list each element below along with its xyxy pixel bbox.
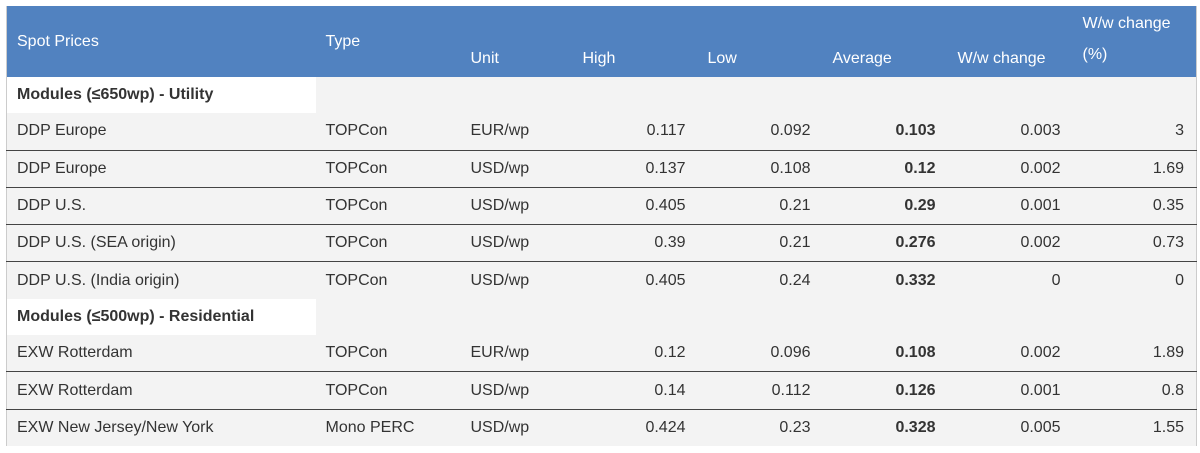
cell: 0.002 bbox=[947, 149, 1073, 188]
cell: 0.14 bbox=[572, 371, 698, 410]
data-row: DDP U.S. (SEA origin) TOPCon USD/wp 0.39 0.2… bbox=[6, 224, 1197, 262]
data-row: EXW Rotterdam TOPCon EUR/wp 0.12 0.096 0.108 0… bbox=[6, 335, 1197, 372]
cell: 0.424 bbox=[572, 408, 698, 446]
cell: 0.126 bbox=[822, 371, 948, 410]
column-header: Unit bbox=[460, 6, 573, 77]
data-row: DDP U.S. (India origin) TOPCon USD/wp 0.405… bbox=[6, 261, 1197, 299]
cell: 0.096 bbox=[697, 335, 823, 372]
cell: 0.137 bbox=[572, 149, 698, 188]
cell: 0.092 bbox=[697, 113, 823, 151]
cell: EXW Rotterdam bbox=[6, 371, 316, 410]
cell: DDP U.S. (India origin) bbox=[6, 261, 316, 299]
column-header: Average bbox=[822, 6, 948, 77]
cell: 0.332 bbox=[822, 261, 948, 299]
cell: USD/wp bbox=[460, 408, 573, 446]
data-row: DDP U.S. TOPCon USD/wp 0.405 0.21 0.29 0.001 0.… bbox=[6, 186, 1197, 225]
section-row: Modules (≤650wp) - Utility bbox=[6, 77, 1197, 114]
cell: 0.12 bbox=[572, 335, 698, 372]
cell: 0.8 bbox=[1072, 371, 1197, 410]
cell: USD/wp bbox=[460, 261, 573, 299]
cell: 0.24 bbox=[697, 261, 823, 299]
cell: DDP Europe bbox=[6, 149, 316, 188]
cell: TOPCon bbox=[315, 186, 461, 225]
cell: EXW New Jersey/New York bbox=[6, 408, 316, 446]
data-row: DDP Europe TOPCon USD/wp 0.137 0.108 0.12 0.00… bbox=[6, 149, 1197, 188]
cell: EUR/wp bbox=[460, 335, 573, 372]
cell: USD/wp bbox=[460, 371, 573, 410]
column-header: Spot Prices bbox=[6, 6, 316, 77]
cell: 0 bbox=[1072, 261, 1197, 299]
cell: 0.112 bbox=[697, 371, 823, 410]
table-body: Modules (≤650wp) - Utility DDP Europe TOPC… bbox=[6, 77, 1197, 446]
cell: 0.002 bbox=[947, 224, 1073, 262]
cell: TOPCon bbox=[315, 113, 461, 151]
cell: 0.003 bbox=[947, 113, 1073, 151]
data-row: DDP Europe TOPCon EUR/wp 0.117 0.092 0.103 0.0… bbox=[6, 113, 1197, 151]
cell: EXW Rotterdam bbox=[6, 335, 316, 372]
cell: 0.002 bbox=[947, 335, 1073, 372]
cell: 0.001 bbox=[947, 186, 1073, 225]
cell: DDP Europe bbox=[6, 113, 316, 151]
column-header: Type bbox=[315, 6, 461, 77]
column-header: W/w change bbox=[947, 6, 1073, 77]
cell: DDP U.S. bbox=[6, 186, 316, 225]
cell: 1.55 bbox=[1072, 408, 1197, 446]
cell: 0 bbox=[947, 261, 1073, 299]
section-row: Modules (≤500wp) - Residential bbox=[6, 298, 1197, 336]
section-title: Modules (≤650wp) - Utility bbox=[6, 77, 316, 114]
cell: 0.108 bbox=[822, 335, 948, 372]
cell: 0.35 bbox=[1072, 186, 1197, 225]
cell: 0.001 bbox=[947, 371, 1073, 410]
cell: 0.405 bbox=[572, 261, 698, 299]
section-title: Modules (≤500wp) - Residential bbox=[6, 298, 316, 336]
cell: 0.23 bbox=[697, 408, 823, 446]
data-row: EXW New Jersey/New York Mono PERC USD/wp 0.… bbox=[6, 408, 1197, 446]
data-row: EXW Rotterdam TOPCon USD/wp 0.14 0.112 0.126 0… bbox=[6, 371, 1197, 410]
cell: USD/wp bbox=[460, 149, 573, 188]
cell: 0.12 bbox=[822, 149, 948, 188]
cell: TOPCon bbox=[315, 149, 461, 188]
cell: EUR/wp bbox=[460, 113, 573, 151]
cell: USD/wp bbox=[460, 224, 573, 262]
cell: 0.005 bbox=[947, 408, 1073, 446]
cell: 0.276 bbox=[822, 224, 948, 262]
cell: 3 bbox=[1072, 113, 1197, 151]
cell: TOPCon bbox=[315, 224, 461, 262]
cell: Mono PERC bbox=[315, 408, 461, 446]
cell: 0.73 bbox=[1072, 224, 1197, 262]
cell: 0.405 bbox=[572, 186, 698, 225]
table-container: Spot Prices Type Unit High Low Average W/w cha… bbox=[6, 6, 1197, 446]
column-header: Low bbox=[697, 6, 823, 77]
cell: 1.89 bbox=[1072, 335, 1197, 372]
cell: 0.328 bbox=[822, 408, 948, 446]
cell: TOPCon bbox=[315, 261, 461, 299]
cell: USD/wp bbox=[460, 186, 573, 225]
price-table: Spot Prices Type Unit High Low Average W/w cha… bbox=[6, 6, 1197, 446]
cell: 0.117 bbox=[572, 113, 698, 151]
cell: 0.108 bbox=[697, 149, 823, 188]
cell: 0.103 bbox=[822, 113, 948, 151]
cell: DDP U.S. (SEA origin) bbox=[6, 224, 316, 262]
cell: 0.21 bbox=[697, 186, 823, 225]
cell: TOPCon bbox=[315, 335, 461, 372]
cell: 0.39 bbox=[572, 224, 698, 262]
cell: 1.69 bbox=[1072, 149, 1197, 188]
cell: 0.29 bbox=[822, 186, 948, 225]
header-row: Spot Prices Type Unit High Low Average W/w cha… bbox=[6, 6, 1197, 77]
column-header: High bbox=[572, 6, 698, 77]
section-filler bbox=[315, 298, 1197, 336]
cell: TOPCon bbox=[315, 371, 461, 410]
section-filler bbox=[315, 77, 1197, 114]
column-header: W/w change (%) bbox=[1072, 6, 1197, 77]
cell: 0.21 bbox=[697, 224, 823, 262]
